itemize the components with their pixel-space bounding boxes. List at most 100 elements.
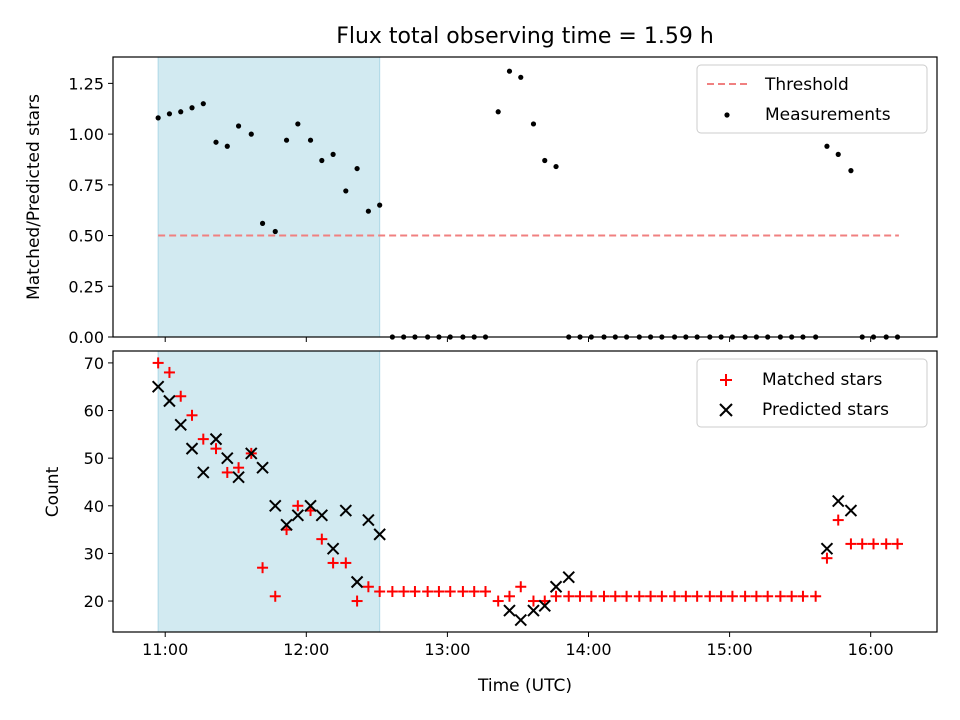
matched-star-point (810, 590, 822, 602)
matched-star-point (409, 586, 421, 598)
ratio-legend: Threshold Measurements (696, 64, 928, 134)
y-tick-label: 0.75 (68, 176, 104, 195)
matched-star-point (175, 390, 187, 402)
y-tick-label: 0.50 (68, 227, 104, 246)
x-tick-label: 13:00 (424, 640, 470, 659)
matched-star-point (891, 538, 903, 550)
matched-star-point (327, 557, 339, 569)
matched-star-point (515, 581, 527, 593)
count-y-axis-label: Count (43, 466, 63, 517)
predicted-star-point (304, 499, 317, 512)
matched-star-point (233, 462, 245, 474)
matched-star-point (351, 595, 363, 607)
matched-star-point (210, 443, 222, 455)
ratio-y-axis-label: Matched/Predicted stars (24, 94, 44, 300)
matched-star-point (726, 590, 738, 602)
predicted-star-point (373, 528, 386, 541)
predicted-star-point (514, 613, 527, 627)
y-tick-label: 50 (84, 449, 104, 468)
legend-x-marker-icon (719, 403, 733, 417)
predicted-star-point (256, 461, 269, 474)
predicted-star-point (221, 451, 234, 465)
observing-span-band (157, 56, 381, 338)
predicted-star-point (503, 604, 516, 617)
matched-star-point (821, 552, 833, 564)
y-tick-label: 60 (84, 402, 104, 421)
predicted-star-point (844, 504, 858, 517)
matched-star-point (680, 590, 692, 602)
y-tick-label: 20 (84, 592, 104, 611)
matched-star-point (715, 590, 727, 602)
matched-star-point (550, 590, 562, 602)
matched-star-point (762, 590, 774, 602)
legend-predicted-label: Predicted stars (762, 400, 889, 420)
measurement-point (224, 143, 230, 149)
predicted-star-point (291, 509, 305, 522)
x-tick-label: 16:00 (848, 640, 894, 659)
matched-star-point (152, 357, 164, 369)
matched-star-point (444, 586, 456, 598)
measurement-point (824, 143, 830, 149)
measurement-point (835, 151, 841, 157)
y-tick-label: 40 (84, 497, 104, 516)
ratio-panel: 0.00 0.25 0.50 0.75 1.00 1.25 Matched/Predict… (24, 56, 938, 347)
matched-star-point (585, 590, 597, 602)
ratio-legend-box (696, 64, 928, 134)
matched-star-point (774, 590, 786, 602)
measurement-point (307, 137, 314, 143)
measurement-point (343, 188, 349, 194)
predicted-star-point (232, 471, 245, 484)
matched-star-point (669, 590, 681, 602)
ratio-panel-frame (112, 56, 938, 338)
measurement-point (213, 139, 219, 145)
x-tick-label: 14:00 (565, 640, 611, 659)
legend-measurement-dot-icon (724, 112, 730, 118)
predicted-star-point (538, 599, 551, 613)
measurement-point (272, 228, 278, 235)
legend-threshold-label: Threshold (764, 75, 849, 95)
predicted-star-point (362, 513, 375, 527)
predicted-star-point (527, 604, 540, 617)
predicted-star-point (562, 571, 575, 584)
matched-star-point (422, 586, 434, 598)
matched-star-point (786, 590, 798, 602)
y-tick-label: 0.25 (68, 277, 104, 296)
measurement-point (506, 68, 513, 74)
measurement-point (518, 74, 524, 80)
matched-star-point (221, 466, 233, 478)
predicted-star-point (549, 580, 563, 593)
measurement-point (235, 123, 242, 129)
matched-star-point (633, 590, 645, 602)
measurement-point (495, 109, 501, 115)
predicted-star-point (269, 499, 282, 512)
matched-star-point (163, 366, 175, 378)
matched-star-point (621, 590, 633, 602)
x-tick-label: 11:00 (142, 640, 188, 659)
measurement-point (319, 157, 325, 164)
matched-star-point (832, 514, 844, 526)
matched-star-point (492, 595, 504, 607)
measurement-point (178, 109, 184, 115)
predicted-star-point (245, 447, 258, 460)
x-tick-label: 12:00 (283, 640, 329, 659)
measurement-point (354, 165, 360, 172)
matched-star-point (433, 586, 445, 598)
y-tick-label: 70 (84, 354, 104, 373)
matched-star-point (563, 590, 575, 602)
count-panel: 11:00 12:00 13:00 14:00 15:00 16:00 20 30 40 50 60… (43, 350, 938, 696)
legend-measurements-label: Measurements (765, 105, 891, 125)
matched-star-point (186, 409, 198, 421)
matched-star-point (398, 586, 410, 598)
x-tick-label: 15:00 (707, 640, 753, 659)
matched-star-point (197, 433, 209, 445)
matched-star-point (269, 590, 281, 602)
measurement-point (848, 168, 854, 174)
matched-star-point (880, 538, 892, 550)
predicted-star-point (185, 442, 199, 455)
predicted-star-point (350, 575, 364, 589)
predicted-star-point (315, 509, 329, 522)
y-tick-label: 30 (84, 544, 104, 563)
predicted-star-point (163, 394, 176, 408)
measurement-point (200, 101, 206, 107)
